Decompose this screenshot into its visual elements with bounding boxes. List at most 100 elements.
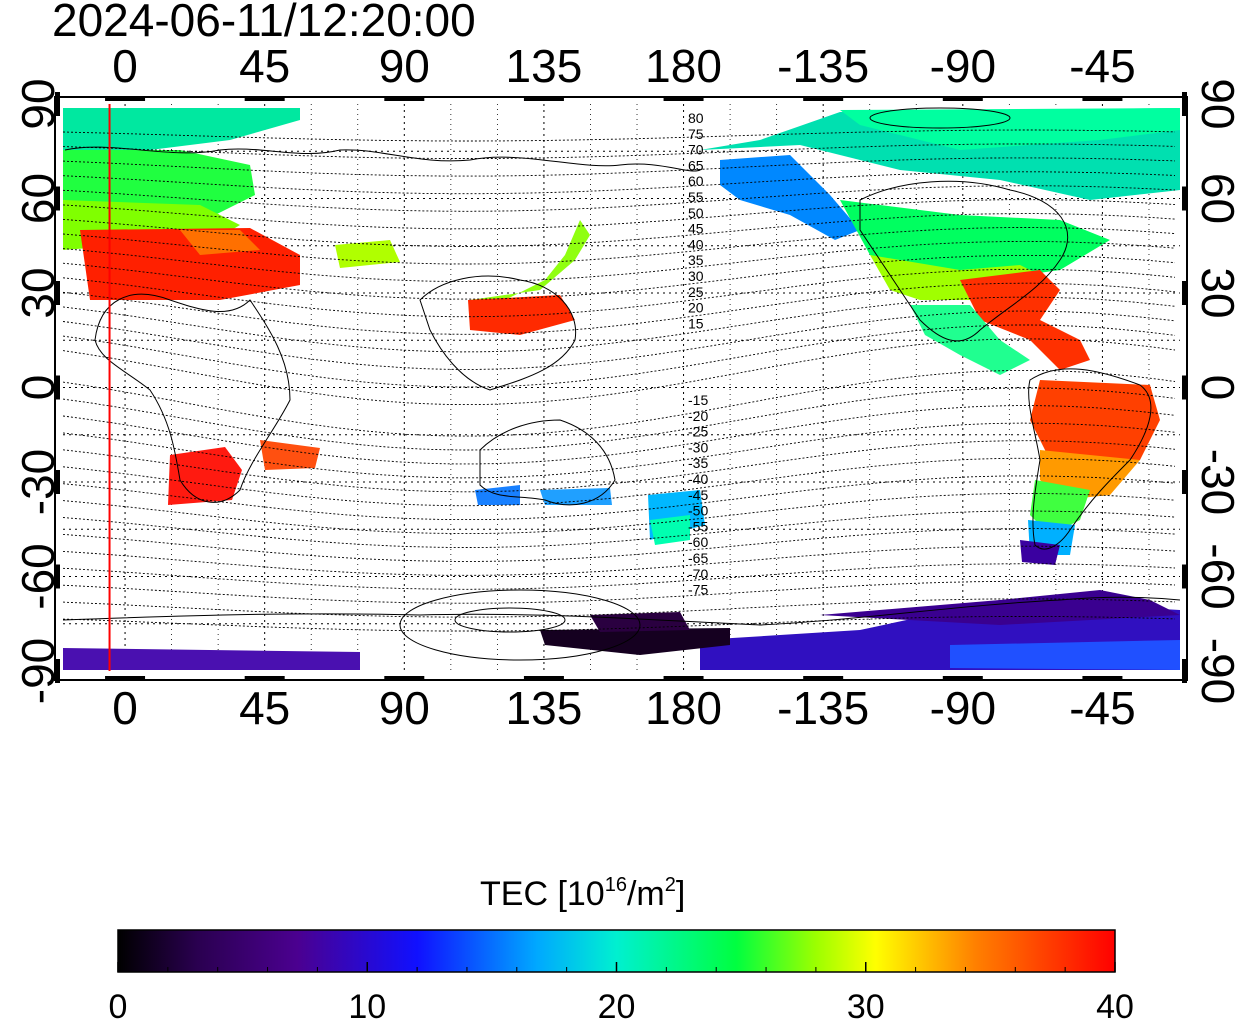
contour-label-south: -55 [688,518,708,534]
right-lat-label: -30 [1192,449,1235,515]
right-lat-tick [1182,281,1187,305]
coastline-antarctica [63,596,1180,626]
mag-contour [63,338,1176,406]
mag-contour [63,213,1176,247]
coastlines [63,146,1180,626]
contour-label-north: 75 [688,126,704,142]
left-lat-tick [55,281,60,305]
mag-contour [63,143,1176,159]
bottom-lon-tick [803,676,844,681]
mag-contour [63,387,1176,451]
top-lon-tick [1082,96,1123,101]
bottom-lon-label: 135 [506,682,583,734]
right-lat-tick [1182,470,1187,494]
contour-label-north: 15 [688,315,704,331]
mag-contour [63,199,1176,230]
left-lat-tick [55,470,60,494]
contour-label-north: 20 [688,300,704,316]
contour-label-south: -20 [688,408,708,424]
colorbar-tick-label: 0 [109,988,128,1021]
top-lon-tick [803,96,844,101]
mag-pole-contour [399,589,641,661]
bottom-lon-label: -135 [777,682,869,734]
bottom-lon-tick [942,676,983,681]
tec-patch [468,295,575,335]
colorbar-tick-label: 10 [348,988,386,1021]
contour-label-north: 30 [688,268,704,284]
tec-patch [63,150,255,215]
tec-patch [540,488,612,505]
contour-label-north: 70 [688,142,704,158]
coastline-south-america [1028,368,1152,550]
bottom-lon-label: 0 [112,682,138,734]
top-longitude-ticks: 0 45 90 135 180 -135 -90 -45 [105,40,1136,101]
bottom-longitude-ticks: 0 45 90 135 180 -135 -90 -45 [105,676,1136,734]
contour-label-north: 40 [688,236,704,252]
bottom-lon-label: 45 [239,682,290,734]
contour-label-south: -50 [688,503,708,519]
colorbar: TEC [1016/m2] 0 10 20 30 40 [109,874,1134,1021]
contour-label-north: 50 [688,205,704,221]
tec-patch [950,640,1180,670]
mag-pole-contour [869,107,1011,129]
mag-contour [63,440,1176,493]
right-lat-label: -90 [1192,638,1235,704]
contour-label-south: -25 [688,424,708,440]
top-lon-label: -45 [1069,40,1135,92]
contour-label-south: -15 [688,392,708,408]
bottom-lon-tick [105,676,146,681]
coastline-africa [94,293,291,503]
right-lat-tick [1182,659,1187,683]
mag-pole-contour [454,607,566,633]
tec-patch [260,440,320,470]
top-lon-tick [105,96,146,101]
mag-contour [63,227,1176,265]
contour-label-south: -60 [688,534,708,550]
tec-patch [910,305,1030,375]
mag-contour [63,528,1176,562]
left-lat-tick [55,186,60,211]
tec-patch [960,270,1090,370]
mag-contour [63,157,1176,177]
bottom-lon-tick [384,676,425,681]
contour-label-north: 65 [688,157,704,173]
contour-label-south: -65 [688,550,708,566]
right-lat-tick [1182,186,1187,211]
top-lon-label: 0 [112,40,138,92]
right-lat-label: 60 [1192,173,1235,224]
left-lat-tick [55,659,60,683]
contour-label-north: 55 [688,189,704,205]
contour-label-south: -35 [688,455,708,471]
contour-label-south: -40 [688,471,708,487]
contour-label-north: 45 [688,221,704,237]
bottom-lon-tick [523,676,564,681]
left-lat-tick [55,92,60,116]
bottom-lon-tick [1082,676,1123,681]
map-panel: 8075706560555045403530252015-15-20-25-30… [12,40,1235,734]
contour-label-south: -30 [688,439,708,455]
mag-contour [63,422,1176,479]
mag-contour [63,324,1176,388]
mag-contour [63,282,1176,335]
top-lon-label: -135 [777,40,869,92]
mag-contour [63,405,1176,465]
top-lon-tick [384,96,425,101]
contour-label-north: 80 [688,110,704,126]
tec-patch [1030,380,1160,470]
tec-patch [650,515,690,545]
colorbar-ticks: 0 10 20 30 40 [109,962,1134,1021]
right-lat-tick [1182,375,1187,400]
mag-contour [63,580,1176,604]
top-lon-label: -90 [930,40,996,92]
colorbar-tick-label: 20 [598,988,636,1021]
top-lon-tick [663,96,704,101]
top-lon-tick [523,96,564,101]
mag-contour [63,510,1176,548]
tec-patch [470,220,590,300]
mag-contour [63,185,1176,212]
top-lon-tick [244,96,285,101]
right-lat-tick [1182,92,1187,116]
tec-patch [168,447,242,505]
tec-patch [720,155,860,240]
